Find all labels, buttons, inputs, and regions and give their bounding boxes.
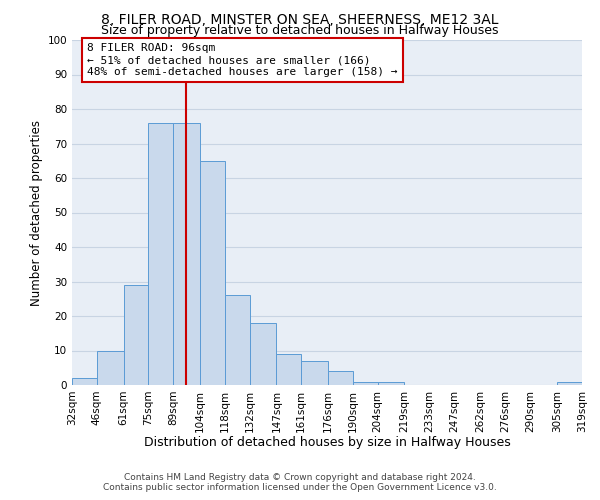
Bar <box>225 296 250 385</box>
Bar <box>328 371 353 385</box>
Bar <box>301 361 328 385</box>
Y-axis label: Number of detached properties: Number of detached properties <box>31 120 43 306</box>
Bar <box>200 161 225 385</box>
Text: Contains HM Land Registry data © Crown copyright and database right 2024.
Contai: Contains HM Land Registry data © Crown c… <box>103 473 497 492</box>
Bar <box>353 382 377 385</box>
Text: Size of property relative to detached houses in Halfway Houses: Size of property relative to detached ho… <box>101 24 499 37</box>
Bar <box>277 354 301 385</box>
Text: 8 FILER ROAD: 96sqm
← 51% of detached houses are smaller (166)
48% of semi-detac: 8 FILER ROAD: 96sqm ← 51% of detached ho… <box>88 44 398 76</box>
Bar <box>557 382 582 385</box>
Text: 8, FILER ROAD, MINSTER ON SEA, SHEERNESS, ME12 3AL: 8, FILER ROAD, MINSTER ON SEA, SHEERNESS… <box>101 12 499 26</box>
Bar <box>377 382 404 385</box>
Bar <box>97 350 124 385</box>
Bar <box>250 323 277 385</box>
Bar <box>124 285 148 385</box>
Bar <box>173 123 200 385</box>
X-axis label: Distribution of detached houses by size in Halfway Houses: Distribution of detached houses by size … <box>143 436 511 449</box>
Bar <box>148 123 173 385</box>
Bar <box>72 378 97 385</box>
